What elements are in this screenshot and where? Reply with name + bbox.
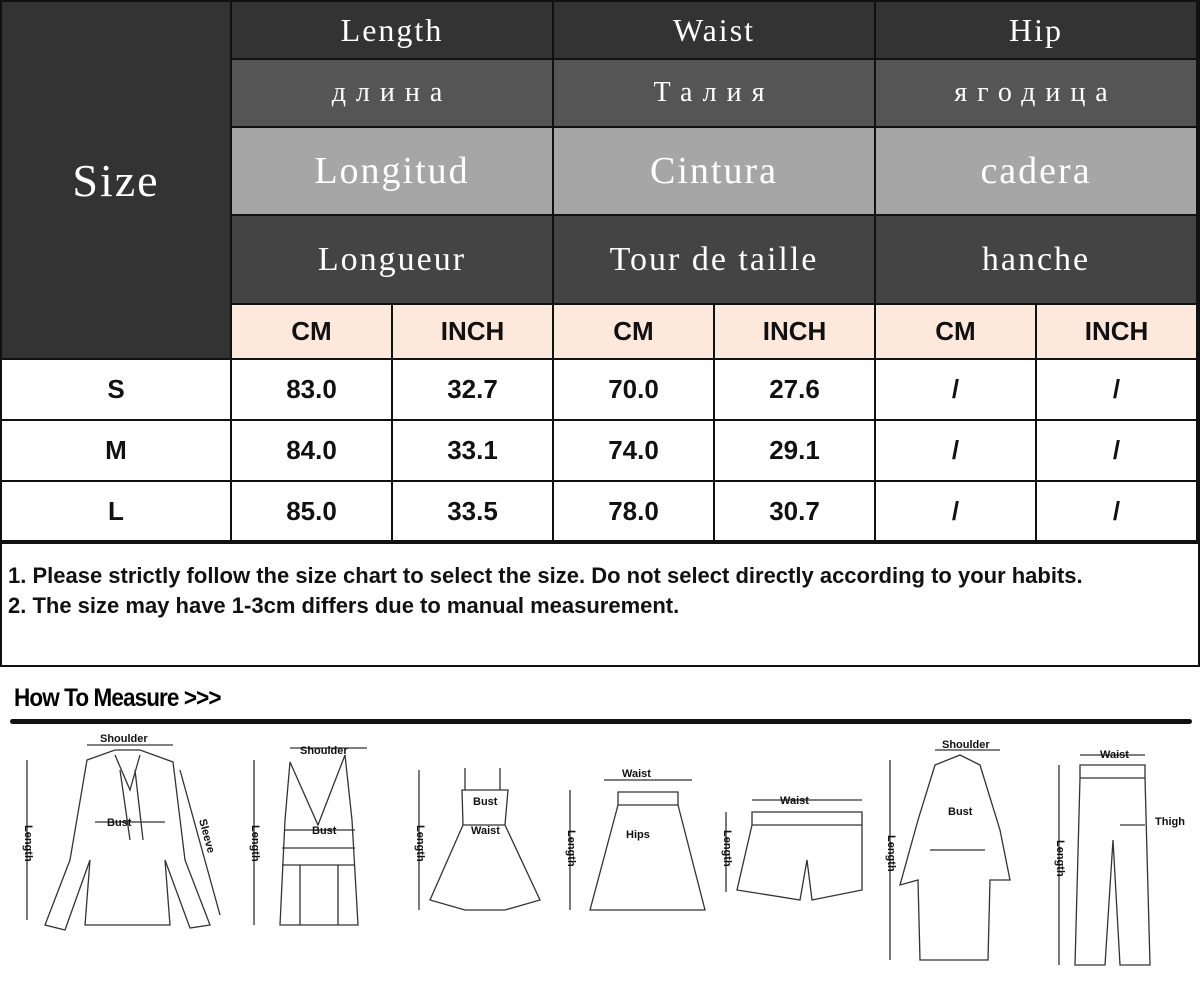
waist-label: Waist [780,795,809,807]
header-waist-ru: Талия [554,60,876,128]
header-length-es: Longitud [232,128,554,216]
how-to-measure-title: How To Measure >>> [14,684,221,712]
size-cell: L [2,482,232,542]
value-cell: 78.0 [554,482,715,542]
size-chart-table: Size Length длина Longitud Longueur Waist Тали… [0,0,1200,544]
unit-header: CM [554,305,715,360]
unit-header: CM [876,305,1037,360]
waist-label: Waist [471,825,500,837]
tank-top-illustration: Shoulder Bust Length [240,730,390,935]
value-cell: 33.1 [393,421,554,482]
coat-illustration: Shoulder Bust Length [880,730,1040,985]
size-cell: M [2,421,232,482]
header-hip-fr: hanche [876,216,1198,305]
shoulder-label: Shoulder [942,739,990,751]
divider [10,719,1192,724]
value-cell: 70.0 [554,360,715,421]
thigh-label: Thigh [1155,816,1185,828]
notes: 1. Please strictly follow the size chart… [0,543,1200,667]
waist-label: Waist [622,768,651,780]
header-length-en: Length [232,2,554,60]
value-cell: 32.7 [393,360,554,421]
value-cell: 33.5 [393,482,554,542]
header-hip-es: cadera [876,128,1198,216]
shoulder-label: Shoulder [300,745,348,757]
value-cell: 27.6 [715,360,876,421]
value-cell: 83.0 [232,360,393,421]
blouse-illustration: Shoulder Bust Sleeve Length [15,730,235,935]
bust-label: Bust [312,825,337,837]
unit-header: INCH [715,305,876,360]
header-length-ru: длина [232,60,554,128]
header-waist-fr: Tour de taille [554,216,876,305]
value-cell: 74.0 [554,421,715,482]
shoulder-label: Shoulder [100,733,148,745]
dress-illustration: Bust Waist Length [405,730,545,935]
value-cell: / [1037,360,1198,421]
size-header: Size [2,2,232,360]
value-cell: 30.7 [715,482,876,542]
note-2: 2. The size may have 1-3cm differs due t… [8,593,680,618]
size-cell: S [2,360,232,421]
header-length-fr: Longueur [232,216,554,305]
value-cell: / [1037,421,1198,482]
length-label: Length [885,835,897,872]
value-cell: / [876,482,1037,542]
length-label: Length [414,825,426,862]
unit-header: INCH [1037,305,1198,360]
bust-label: Bust [107,817,132,829]
value-cell: 84.0 [232,421,393,482]
hips-label: Hips [626,829,650,841]
trousers-illustration: Waist Thigh Length [1045,730,1200,985]
length-label: Length [249,825,261,862]
length-label: Length [22,825,34,862]
bust-label: Bust [948,806,973,818]
skirt-illustration: Waist Hips Length [560,730,706,935]
value-cell: 29.1 [715,421,876,482]
header-hip-en: Hip [876,2,1198,60]
header-waist-en: Waist [554,2,876,60]
bust-label: Bust [473,796,498,808]
value-cell: 85.0 [232,482,393,542]
unit-header: CM [232,305,393,360]
waist-label: Waist [1100,749,1129,761]
value-cell: / [876,421,1037,482]
length-label: Length [721,830,733,867]
unit-header: INCH [393,305,554,360]
length-label: Length [1054,840,1066,877]
header-waist-es: Cintura [554,128,876,216]
header-hip-ru: ягодица [876,60,1198,128]
value-cell: / [1037,482,1198,542]
shorts-illustration: Waist Length [712,730,872,935]
value-cell: / [876,360,1037,421]
sleeve-label: Sleeve [196,818,217,855]
length-label: Length [565,830,577,867]
note-1: 1. Please strictly follow the size chart… [8,563,1083,588]
